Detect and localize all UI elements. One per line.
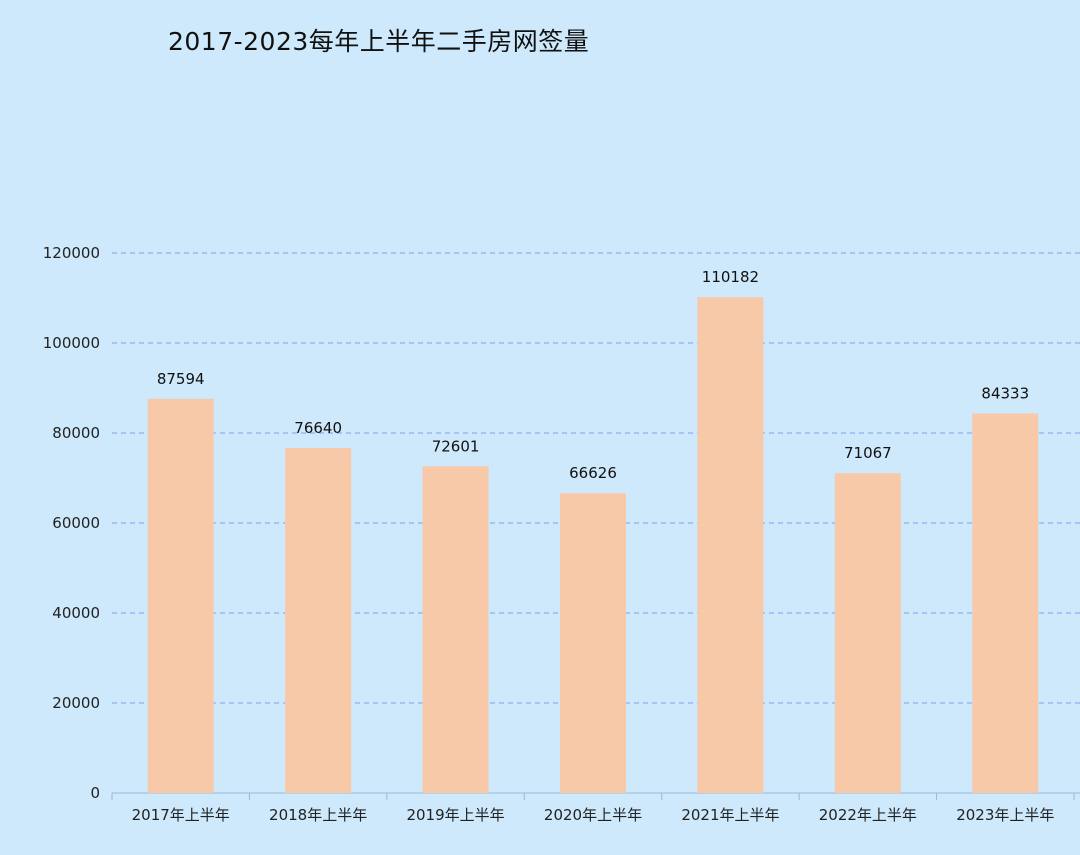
data-label: 87594 (157, 370, 205, 388)
labels: 87594 2017年上半年 76640 2018年上半年 72601 2019年上半年 6… (132, 268, 1055, 824)
y-tick-label: 40000 (52, 604, 100, 622)
data-label: 76640 (294, 419, 342, 437)
x-tick-label: 2019年上半年 (406, 806, 504, 824)
chart-title: 2017-2023每年上半年二手房网签量 (168, 27, 590, 56)
bar (285, 448, 352, 793)
data-label: 71067 (844, 444, 892, 462)
x-tick-label: 2022年上半年 (819, 806, 917, 824)
x-tick-label: 2017年上半年 (132, 806, 230, 824)
data-label: 110182 (702, 268, 759, 286)
bar (560, 493, 626, 793)
y-tick-label: 120000 (43, 244, 100, 262)
y-tick-label: 60000 (52, 514, 100, 532)
y-tick-label: 0 (90, 784, 100, 802)
bar (697, 297, 764, 793)
bars (147, 297, 1039, 793)
data-label: 72601 (432, 437, 480, 455)
y-tick-label: 80000 (52, 424, 100, 442)
x-tick-label: 2020年上半年 (544, 806, 642, 824)
bar (422, 466, 489, 793)
x-tick-label: 2018年上半年 (269, 806, 367, 824)
bar (834, 473, 901, 793)
bar (972, 413, 1039, 793)
data-label: 66626 (569, 464, 617, 482)
x-tick-label: 2021年上半年 (681, 806, 779, 824)
data-label: 84333 (981, 385, 1029, 403)
y-tick-label: 20000 (52, 694, 100, 712)
x-tick-label: 2023年上半年 (956, 806, 1054, 824)
y-tick-label: 100000 (43, 334, 100, 352)
bar (147, 398, 214, 793)
